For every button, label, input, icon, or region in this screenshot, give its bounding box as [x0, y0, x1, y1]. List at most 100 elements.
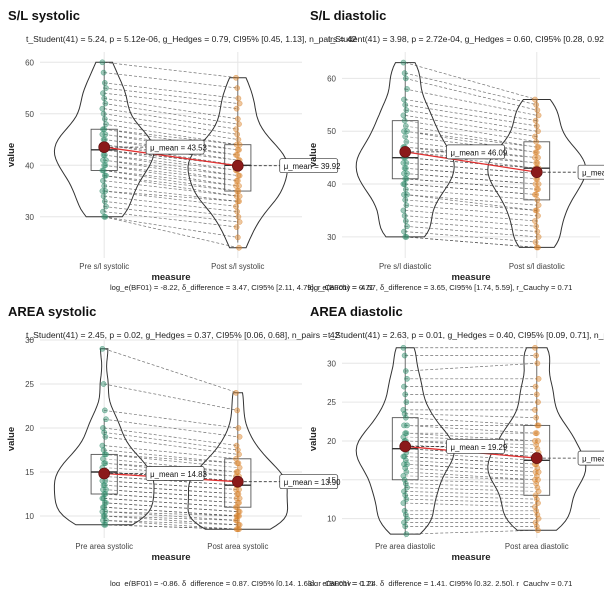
paired-line: [104, 170, 238, 187]
data-point-post: [535, 128, 541, 135]
data-point-pre: [401, 383, 407, 390]
y-tick-label: 20: [327, 437, 336, 446]
data-point-post: [234, 131, 241, 138]
paired-line: [104, 154, 238, 171]
data-point-pre: [100, 110, 107, 117]
paired-line: [104, 144, 238, 166]
data-point-post: [233, 495, 240, 502]
data-point-post: [234, 208, 241, 215]
data-point-pre: [101, 183, 108, 189]
data-point-pre: [401, 181, 408, 187]
panel-caption: log_e(BF01) = -8.22, δ_difference = 3.47…: [110, 283, 374, 292]
paired-line: [405, 215, 537, 227]
data-point-post: [236, 147, 242, 153]
data-point-pre: [101, 126, 108, 133]
paired-line: [104, 175, 238, 197]
paired-line: [405, 452, 537, 461]
paired-line: [405, 136, 537, 153]
paired-line: [405, 467, 537, 477]
data-point-pre: [101, 198, 108, 205]
paired-line: [104, 87, 238, 104]
data-point-post: [235, 136, 242, 143]
data-point-post: [236, 198, 242, 205]
paired-line: [104, 206, 238, 223]
paired-line: [104, 454, 238, 468]
data-point-post: [234, 85, 241, 91]
data-point-pre: [101, 95, 108, 102]
violin-pre: [53, 61, 155, 218]
paired-line: [405, 162, 537, 174]
data-point-pre: [402, 414, 409, 421]
data-point-pre: [402, 197, 409, 203]
data-point-post: [535, 112, 542, 119]
paired-line: [405, 194, 537, 206]
data-point-post: [235, 95, 242, 102]
panel-title: S/L diastolic: [310, 8, 386, 23]
paired-line: [104, 170, 238, 192]
paired-line: [104, 118, 238, 140]
paired-line: [104, 154, 238, 176]
mean-label: μ_mean = 46.09: [450, 148, 507, 157]
paired-line: [405, 199, 537, 211]
data-point-pre: [402, 123, 409, 129]
paired-line: [405, 491, 537, 496]
y-tick-label: 30: [25, 213, 34, 222]
paired-line: [104, 493, 238, 504]
data-point-pre: [100, 90, 106, 97]
mean-label: μ_mean = 42.25: [582, 169, 604, 178]
data-point-pre: [404, 375, 410, 382]
data-point-post: [535, 212, 541, 219]
paired-line: [104, 383, 238, 411]
paired-line: [104, 180, 238, 197]
x-tick-label: Post s/l systolic: [211, 262, 264, 271]
paired-line: [405, 88, 537, 116]
paired-line: [405, 236, 537, 248]
paired-line: [104, 149, 238, 171]
data-point-pre: [404, 86, 410, 92]
x-axis-label: measure: [451, 552, 490, 563]
paired-line: [104, 432, 238, 451]
data-point-pre: [101, 429, 108, 436]
mean-point: [399, 440, 412, 453]
paired-line: [405, 130, 537, 148]
data-point-post: [233, 141, 240, 148]
data-point-pre: [99, 345, 106, 352]
panel-title: AREA systolic: [8, 304, 96, 319]
mean-point: [232, 159, 244, 172]
y-tick-label: 10: [327, 515, 336, 524]
data-point-pre: [99, 508, 106, 515]
violin-pre: [53, 348, 155, 526]
paired-line: [104, 480, 238, 490]
data-point-post: [236, 100, 243, 107]
violin-post: [187, 77, 289, 249]
mean-point: [98, 141, 110, 153]
paired-line: [104, 103, 238, 125]
paired-line: [104, 449, 238, 464]
data-point-pre: [404, 484, 410, 491]
data-point-pre: [103, 85, 109, 91]
data-point-post: [532, 181, 539, 187]
data-point-pre: [99, 188, 106, 194]
data-point-pre: [401, 191, 407, 198]
mean-label: μ_mean = 17.79: [582, 455, 604, 464]
data-point-pre: [101, 152, 108, 158]
paired-line: [405, 487, 537, 492]
x-tick-label: Pre area systolic: [75, 542, 133, 551]
data-point-post: [233, 203, 239, 210]
data-point-pre: [100, 208, 106, 215]
paired-line: [405, 167, 537, 180]
paired-line: [405, 130, 537, 153]
panel-title: S/L systolic: [8, 8, 80, 23]
paired-line: [104, 410, 238, 429]
paired-line: [104, 190, 238, 207]
data-point-post: [236, 451, 242, 458]
paired-line: [104, 445, 238, 460]
x-tick-label: Post area systolic: [207, 542, 268, 551]
panel-title: AREA diastolic: [310, 304, 403, 319]
paired-line: [104, 159, 238, 182]
data-point-pre: [402, 75, 409, 82]
data-point-post: [535, 202, 542, 209]
panel-subtitle: t_Student(41) = 5.24, p = 5.12e-06, g_He…: [26, 34, 357, 44]
data-point-pre: [100, 157, 106, 163]
paired-line: [405, 483, 537, 488]
